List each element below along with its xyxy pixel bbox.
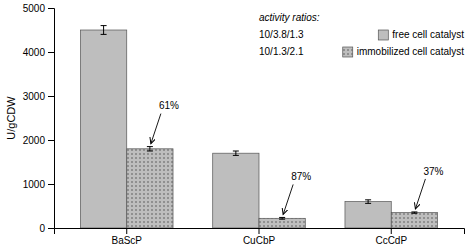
error-cap (279, 219, 285, 220)
bar (345, 202, 391, 228)
series (127, 147, 438, 228)
error-line (149, 147, 150, 151)
ratio-label: 10/1.3/2.1 (259, 46, 304, 57)
y-axis-title: U/gCDW (5, 96, 17, 140)
y-tick: 5000 (23, 3, 54, 14)
y-tick-label: 0 (39, 223, 45, 234)
error-bar (233, 151, 239, 155)
y-tick-mark (48, 96, 54, 97)
annotation-arrow (151, 114, 161, 144)
error-bar (279, 217, 285, 219)
y-tick-mark (48, 52, 54, 53)
legend-swatch (378, 30, 388, 40)
y-tick-mark (48, 228, 54, 229)
annotation-arrow (283, 184, 293, 214)
bar (259, 218, 305, 228)
y-tick: 0 (39, 223, 54, 234)
y-axis: 0 1000 2000 3000 4000 5000 (23, 3, 55, 234)
y-tick-label: 1000 (23, 179, 46, 190)
error-bar (365, 200, 371, 204)
annotation: 61% (159, 100, 179, 111)
error-cap (101, 25, 107, 26)
y-tick: 1000 (23, 179, 54, 190)
error-cap (147, 151, 153, 152)
chart: 0 1000 2000 3000 4000 5000 BaScP CuCbP CcCdP 61% 8… (0, 0, 474, 252)
y-tick-label: 5000 (23, 3, 46, 14)
error-cap (147, 146, 153, 147)
error-line (235, 151, 236, 155)
y-tick-mark (48, 184, 54, 185)
x-axis-line (55, 229, 465, 235)
error-line (368, 200, 369, 204)
x-tick-label: CuCbP (243, 235, 276, 246)
y-tick-mark (48, 140, 54, 141)
annotation: 87% (291, 171, 311, 182)
error-bar (147, 147, 153, 151)
bar (127, 149, 173, 228)
legend: activity ratios: 10/3.8/1.3 free cell cata… (259, 12, 464, 57)
x-tick: BaScP (111, 228, 142, 246)
plot: 0 1000 2000 3000 4000 5000 BaScP CuCbP CcCdP 61% 8… (23, 3, 465, 246)
y-tick: 3000 (23, 91, 54, 102)
error-cap (101, 34, 107, 35)
y-tick: 4000 (23, 47, 54, 58)
x-axis: BaScP CuCbP CcCdP (55, 228, 465, 246)
legend-label: free cell catalyst (392, 29, 464, 40)
x-tick-label: CcCdP (375, 235, 407, 246)
legend-title: activity ratios: (259, 12, 320, 23)
ratio-label: 10/3.8/1.3 (259, 29, 304, 40)
y-tick-mark (48, 8, 54, 9)
error-cap (365, 203, 371, 204)
legend-swatch (343, 47, 353, 57)
error-cap (411, 213, 417, 214)
error-cap (365, 199, 371, 200)
y-tick-label: 4000 (23, 47, 46, 58)
y-tick-label: 2000 (23, 135, 46, 146)
legend-label: immobilized cell catalyst (357, 46, 464, 57)
x-tick: CuCbP (243, 228, 276, 246)
error-bar (101, 26, 107, 35)
error-bar (411, 212, 417, 213)
error-cap (411, 211, 417, 212)
series (80, 26, 391, 228)
x-tick-label: BaScP (111, 235, 142, 246)
y-axis-line (48, 9, 55, 229)
annotation: 37% (423, 166, 443, 177)
error-cap (233, 151, 239, 152)
error-cap (233, 155, 239, 156)
x-tick-mark (126, 228, 127, 234)
bar (80, 30, 126, 228)
x-tick-mark (391, 228, 392, 234)
x-tick: CcCdP (375, 228, 407, 246)
error-line (103, 26, 104, 35)
bar (213, 153, 259, 228)
annotation-arrow (415, 179, 425, 209)
error-cap (279, 217, 285, 218)
annotations: 61% 87% 37% (151, 100, 444, 214)
y-tick-label: 3000 (23, 91, 46, 102)
y-tick: 2000 (23, 135, 54, 146)
bar (391, 213, 437, 228)
x-tick-mark (259, 228, 260, 234)
